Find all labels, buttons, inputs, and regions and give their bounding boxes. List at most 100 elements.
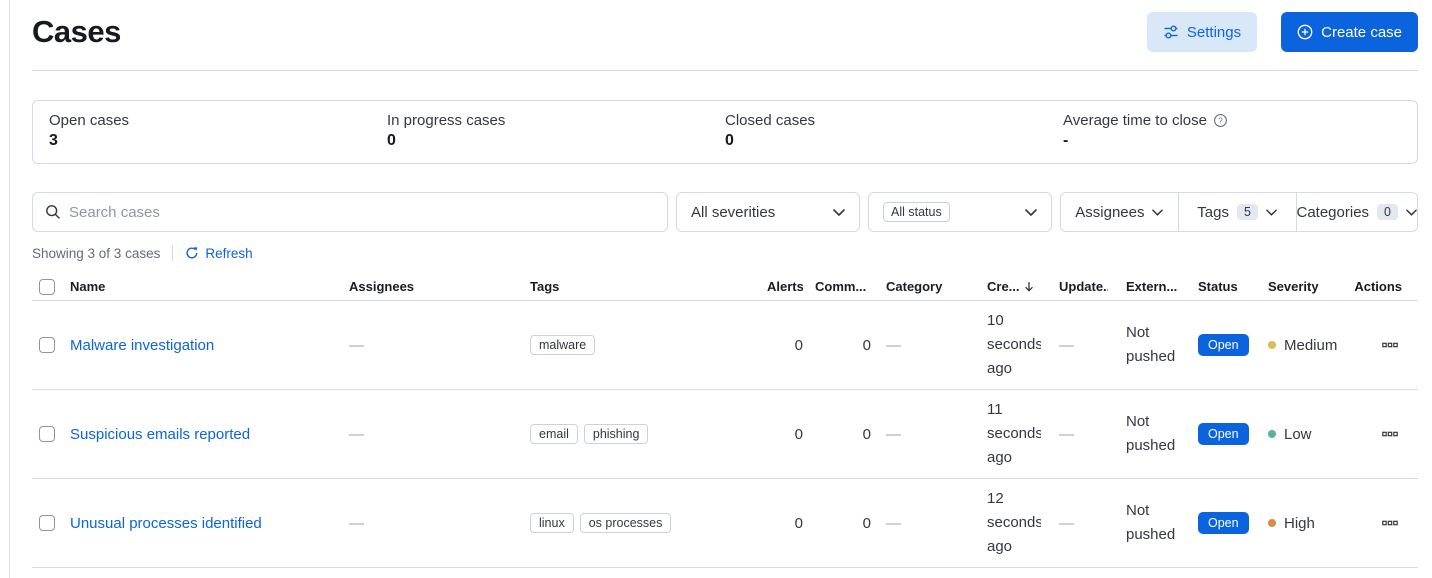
question-in-circle-icon[interactable]: ? (1213, 113, 1228, 128)
alerts-cell: 0 (794, 514, 803, 532)
updated-cell: — (1059, 425, 1074, 443)
tag-badge: phishing (583, 424, 649, 444)
table-utility-row: Showing 3 of 3 cases Refresh (32, 245, 1418, 261)
tags-filter-label: Tags (1197, 203, 1229, 221)
status-cell: Open (1180, 334, 1250, 356)
column-header-created[interactable]: Cre... (971, 279, 1041, 294)
chevron-down-icon (1266, 208, 1277, 216)
row-actions-button[interactable] (1378, 422, 1402, 446)
stat-open-cases: Open cases 3 (49, 112, 387, 152)
cases-table: Name Assignees Tags Alerts Comm... Categ… (32, 273, 1418, 568)
column-header-created-label: Cre... (987, 279, 1020, 294)
severity-label: High (1284, 514, 1315, 532)
created-text: 11 seconds ago (987, 401, 1041, 466)
case-name-link[interactable]: Malware investigation (70, 336, 215, 354)
severity-dot (1268, 519, 1276, 527)
row-checkbox[interactable] (39, 426, 55, 442)
row-actions-button[interactable] (1378, 333, 1402, 357)
assignees-filter-button[interactable]: Assignees (1061, 193, 1178, 231)
alerts-cell: 0 (794, 425, 803, 443)
create-case-button[interactable]: Create case (1281, 12, 1418, 52)
chevron-down-icon (1025, 208, 1037, 216)
stat-in-progress-cases: In progress cases 0 (387, 112, 725, 152)
column-header-name[interactable]: Name (70, 279, 106, 294)
status-badge: Open (1198, 334, 1249, 356)
search-cases-input[interactable] (69, 203, 655, 221)
settings-button[interactable]: Settings (1146, 12, 1258, 52)
tag-badge: email (530, 424, 578, 444)
column-header-comments[interactable]: Comm... (815, 279, 867, 294)
status-badge: Open (1198, 512, 1249, 534)
severity-label: Medium (1284, 336, 1338, 354)
assignees-cell: — (349, 514, 364, 532)
alerts-cell: 0 (794, 336, 803, 354)
header-divider (32, 70, 1418, 71)
page-title: Cases (32, 14, 121, 49)
stat-open-value: 3 (49, 132, 58, 149)
categories-filter-button[interactable]: Categories 0 (1295, 193, 1417, 231)
chevron-down-icon (1152, 208, 1164, 216)
tags-cell: malware (530, 335, 767, 355)
severity-filter-select[interactable]: All severities (676, 192, 860, 232)
stat-closed-cases: Closed cases 0 (725, 112, 1063, 152)
sliders-icon (1163, 24, 1179, 40)
stat-open-label: Open cases (49, 112, 130, 129)
created-text: 10 seconds ago (987, 312, 1041, 377)
row-actions-button[interactable] (1378, 511, 1402, 535)
tags-cell: email phishing (530, 424, 767, 444)
external-text: Not pushed (1126, 324, 1176, 365)
comments-cell: 0 (862, 336, 871, 354)
case-name-link[interactable]: Unusual processes identified (70, 514, 262, 532)
created-cell: 10 seconds ago (971, 309, 1041, 381)
created-cell: 11 seconds ago (971, 398, 1041, 470)
arrow-down-icon (1023, 281, 1035, 293)
stat-in-progress-label: In progress cases (387, 112, 506, 129)
column-header-assignees: Assignees (349, 279, 415, 294)
svg-text:?: ? (1218, 116, 1223, 125)
status-filter-value: All status (883, 202, 950, 222)
status-badge: Open (1198, 423, 1249, 445)
stat-avg-close-label: Average time to close (1063, 112, 1207, 129)
create-case-button-label: Create case (1321, 23, 1402, 41)
tag-badge: malware (530, 335, 596, 355)
column-header-updated[interactable]: Update... (1059, 279, 1108, 294)
refresh-icon (185, 246, 199, 260)
row-checkbox[interactable] (39, 515, 55, 531)
assignees-filter-label: Assignees (1075, 203, 1145, 221)
tag-badge: linux (530, 513, 574, 533)
external-cell: Not pushed (1108, 499, 1180, 547)
severity-cell: Medium (1250, 337, 1350, 354)
categories-count-badge: 0 (1377, 204, 1398, 220)
tags-filter-button[interactable]: Tags 5 (1177, 193, 1296, 231)
column-header-alerts[interactable]: Alerts (767, 279, 803, 294)
showing-count-text: Showing 3 of 3 cases (32, 245, 161, 261)
utility-divider (172, 245, 174, 261)
status-cell: Open (1180, 423, 1250, 445)
severity-cell: Low (1250, 426, 1350, 443)
assignees-cell: — (349, 336, 364, 354)
nav-edge-divider (9, 0, 10, 578)
created-cell: 12 seconds ago (971, 487, 1041, 559)
boxes-horizontal-icon (1382, 426, 1398, 442)
stat-in-progress-value: 0 (387, 132, 396, 149)
updated-cell: — (1059, 514, 1074, 532)
table-row: Unusual processes identified — linux os … (32, 479, 1418, 568)
magnifier-icon (45, 204, 61, 220)
column-header-status[interactable]: Status (1198, 279, 1238, 294)
table-row: Malware investigation — malware 0 0 — 10… (32, 301, 1418, 390)
column-header-severity[interactable]: Severity (1268, 279, 1319, 294)
filter-bar: All severities All status Assignees Tags… (32, 192, 1418, 232)
chevron-down-icon (833, 208, 845, 216)
select-all-checkbox[interactable] (39, 278, 55, 295)
category-cell: — (886, 425, 901, 443)
filter-button-group: Assignees Tags 5 Categories 0 (1060, 192, 1418, 232)
column-header-external[interactable]: Extern... (1126, 279, 1178, 294)
status-filter-select[interactable]: All status (868, 192, 1052, 232)
cases-page: Cases Settings (32, 0, 1418, 568)
column-header-category[interactable]: Category (886, 279, 943, 294)
cases-metrics-panel: Open cases 3 In progress cases 0 Closed … (32, 100, 1418, 164)
row-checkbox[interactable] (39, 337, 55, 353)
boxes-horizontal-icon (1382, 515, 1398, 531)
refresh-button[interactable]: Refresh (185, 246, 253, 261)
case-name-link[interactable]: Suspicious emails reported (70, 425, 251, 443)
